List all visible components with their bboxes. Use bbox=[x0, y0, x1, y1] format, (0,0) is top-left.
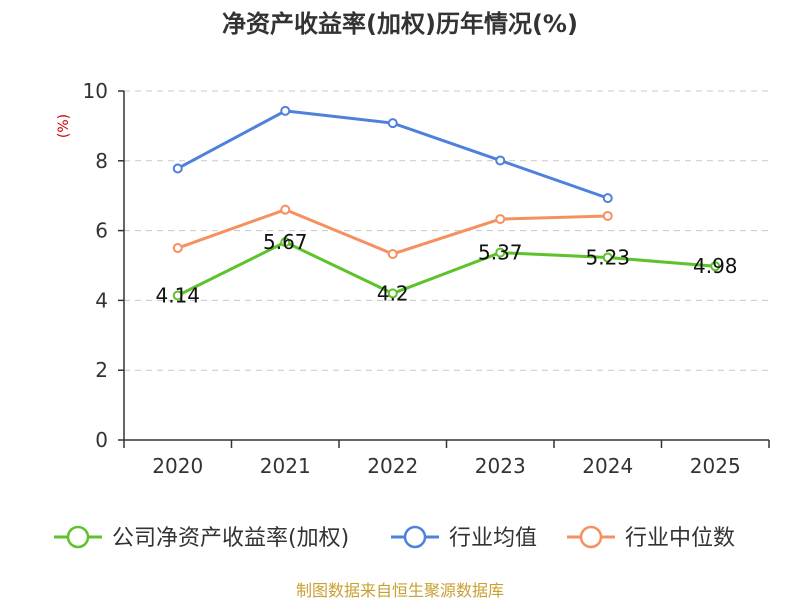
data-point[interactable] bbox=[495, 214, 506, 225]
y-tick-label: 0 bbox=[95, 428, 108, 452]
legend-marker-icon bbox=[579, 525, 603, 549]
data-point[interactable] bbox=[172, 290, 183, 301]
y-tick-label: 8 bbox=[95, 149, 108, 173]
data-point[interactable] bbox=[280, 237, 291, 248]
legend-item[interactable]: 公司净资产收益率(加权) bbox=[54, 525, 349, 551]
data-point[interactable] bbox=[387, 118, 398, 129]
x-tick-label: 2024 bbox=[582, 454, 633, 478]
legend-item[interactable]: 行业中位数 bbox=[567, 525, 735, 551]
axes: 0 2 4 6 8 10 2020 2021 2022 2023 2024 2025 bbox=[83, 79, 770, 478]
data-point[interactable] bbox=[280, 105, 291, 116]
y-tick-label: 10 bbox=[83, 79, 108, 103]
data-point[interactable] bbox=[172, 243, 183, 254]
series-line bbox=[177, 240, 716, 297]
legend-marker-icon bbox=[66, 525, 90, 549]
data-point[interactable] bbox=[387, 288, 398, 299]
y-axis-unit-label: (%) bbox=[56, 114, 72, 138]
x-tick-label: 2022 bbox=[367, 454, 418, 478]
y-tick-label: 4 bbox=[95, 288, 108, 312]
data-source-note: 制图数据来自恒生聚源数据库 bbox=[296, 581, 504, 600]
y-tick-label: 2 bbox=[95, 358, 108, 382]
data-point[interactable] bbox=[602, 252, 613, 263]
data-point[interactable] bbox=[602, 193, 613, 204]
data-label: 4.98 bbox=[693, 254, 738, 278]
data-point[interactable] bbox=[602, 210, 613, 221]
data-label: 5.37 bbox=[478, 241, 523, 265]
data-label: 5.67 bbox=[263, 230, 308, 254]
legend-item[interactable]: 行业均值 bbox=[391, 525, 537, 551]
x-tick-label: 2021 bbox=[260, 454, 311, 478]
x-tick-label: 2020 bbox=[152, 454, 203, 478]
data-label: 4.14 bbox=[155, 284, 200, 308]
data-point[interactable] bbox=[710, 261, 721, 272]
data-point[interactable] bbox=[172, 163, 183, 174]
data-label: 4.2 bbox=[377, 281, 409, 305]
data-label: 5.23 bbox=[585, 245, 630, 269]
data-point[interactable] bbox=[387, 248, 398, 259]
x-tick-label: 2023 bbox=[475, 454, 526, 478]
x-tick-label: 2025 bbox=[690, 454, 741, 478]
data-point[interactable] bbox=[495, 155, 506, 166]
legend-label: 行业中位数 bbox=[625, 526, 735, 551]
legend-marker-icon bbox=[403, 525, 427, 549]
gridlines bbox=[124, 90, 769, 371]
legend-label: 公司净资产收益率(加权) bbox=[112, 526, 349, 551]
data-point[interactable] bbox=[280, 204, 291, 215]
y-tick-label: 6 bbox=[95, 219, 108, 243]
legend[interactable]: 公司净资产收益率(加权) 行业均值 行业中位数 bbox=[54, 525, 735, 551]
series-line bbox=[177, 208, 608, 256]
data-point[interactable] bbox=[495, 247, 506, 258]
series-lines bbox=[172, 105, 721, 301]
chart-title: 净资产收益率(加权)历年情况(%) bbox=[222, 10, 578, 38]
legend-label: 行业均值 bbox=[449, 526, 537, 551]
data-labels: 4.14 5.67 4.2 5.37 5.23 4.98 bbox=[155, 230, 737, 307]
